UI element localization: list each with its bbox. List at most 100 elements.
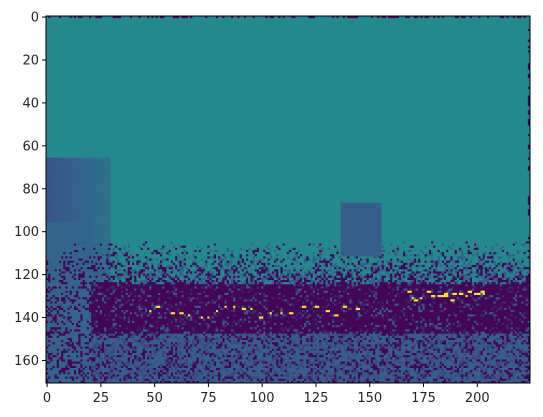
- heatmap-cell-run: [411, 269, 417, 272]
- heatmap-cell-run: [463, 305, 466, 309]
- heatmap-cell-run: [46, 123, 529, 126]
- heatmap-cell-run: [482, 271, 486, 274]
- heatmap-cell-run: [48, 174, 51, 178]
- heatmap-cell-run: [349, 258, 352, 262]
- heatmap-cell-run: [132, 312, 135, 315]
- heatmap-cell-run: [63, 215, 66, 219]
- heatmap-cell-run: [396, 271, 400, 274]
- heatmap-cell-run: [448, 288, 453, 292]
- heatmap-cell-run: [495, 262, 499, 266]
- heatmap-cell-run: [153, 307, 157, 311]
- heatmap-cell-run: [258, 273, 262, 277]
- heatmap-cell-run: [439, 279, 443, 283]
- heatmap-cell-run: [46, 48, 531, 51]
- heatmap-cell-run: [258, 269, 262, 272]
- heatmap-cell-run: [222, 262, 225, 266]
- heatmap-cell-run: [467, 269, 471, 272]
- heatmap-cell-run: [76, 267, 79, 270]
- heatmap-cell-run: [69, 202, 73, 206]
- heatmap-cell-run: [349, 307, 352, 311]
- heatmap-cell-run: [493, 267, 496, 270]
- heatmap-cell-run: [355, 279, 361, 283]
- heatmap-cell-run: [274, 277, 277, 281]
- heatmap-cell-run: [314, 282, 318, 285]
- heatmap-cell-run: [46, 314, 53, 317]
- heatmap-cell-run: [390, 273, 393, 277]
- heatmap-cell-run: [338, 267, 342, 270]
- heatmap-cell-run: [420, 254, 425, 257]
- heatmap-cell-run: [334, 279, 337, 283]
- heatmap-cell-run: [233, 249, 247, 253]
- heatmap-cell-run: [127, 267, 133, 270]
- heatmap-cell-run: [375, 316, 382, 320]
- heatmap-cell-run: [73, 215, 77, 219]
- heatmap-cell-run: [317, 264, 320, 268]
- heatmap-cell-run: [276, 249, 290, 253]
- heatmap-cell-run: [86, 211, 90, 214]
- heatmap-cell-run: [56, 176, 60, 180]
- heatmap-cell-run: [446, 290, 451, 294]
- heatmap-cell-run: [89, 161, 92, 165]
- heatmap-cell-run: [91, 213, 94, 216]
- heatmap-cell-run: [108, 247, 111, 251]
- heatmap-cell-run: [63, 209, 66, 212]
- heatmap-cell-run: [329, 322, 342, 326]
- heatmap-cell-run: [80, 172, 83, 176]
- heatmap-cell-run: [97, 198, 101, 201]
- heatmap-cell-run: [138, 305, 142, 309]
- heatmap-cell-run: [491, 247, 494, 251]
- heatmap-cell-run: [106, 170, 109, 174]
- heatmap-cell-run: [116, 307, 139, 311]
- heatmap-cell-run: [452, 273, 458, 277]
- heatmap-cell-run: [323, 297, 331, 300]
- heatmap-cell-run: [52, 314, 55, 317]
- heatmap-cell-run: [368, 258, 391, 262]
- heatmap-cell-run: [106, 295, 122, 298]
- heatmap-cell-run: [125, 310, 129, 313]
- heatmap-cell-run: [99, 245, 103, 249]
- heatmap-cell-run: [478, 292, 484, 296]
- heatmap-cell-run: [203, 301, 208, 304]
- heatmap-cell-run: [467, 318, 471, 322]
- heatmap-cell-run: [95, 243, 99, 247]
- heatmap-cell-run: [101, 254, 107, 257]
- heatmap-cell-run: [71, 275, 75, 279]
- heatmap-cell-run: [424, 254, 428, 257]
- heatmap-cell-run: [63, 179, 66, 182]
- heatmap-cell-run: [226, 249, 230, 253]
- heatmap-cell-run: [160, 254, 163, 257]
- heatmap-cell-run: [280, 292, 296, 296]
- heatmap-cell-run: [461, 322, 477, 326]
- heatmap-cell-run: [46, 108, 531, 111]
- heatmap-cell-run: [50, 187, 53, 191]
- heatmap-cell-run: [497, 307, 503, 311]
- heatmap-cell-run: [478, 254, 484, 257]
- heatmap-cell-run: [409, 245, 415, 249]
- heatmap-cell-run: [110, 256, 116, 259]
- heatmap-cell-run: [190, 318, 193, 322]
- heatmap-cell-run: [106, 264, 109, 268]
- heatmap-cell-run: [52, 207, 55, 210]
- heatmap-cell-run: [248, 316, 251, 320]
- heatmap-cell-run: [91, 209, 94, 212]
- heatmap-cell-run: [450, 290, 460, 294]
- heatmap-cell-run: [278, 312, 288, 315]
- heatmap-cell-run: [248, 290, 251, 294]
- heatmap-cell-run: [220, 312, 245, 315]
- heatmap-cell-run: [71, 204, 75, 208]
- heatmap-cell-run: [486, 312, 490, 315]
- heatmap-cell-run: [465, 284, 469, 287]
- heatmap-cell-run: [151, 16, 154, 19]
- heatmap-cell-run: [282, 277, 286, 281]
- heatmap-cell-run: [443, 271, 447, 274]
- heatmap-cell-run: [317, 320, 320, 324]
- heatmap-cell-run: [385, 307, 389, 311]
- heatmap-cell-run: [46, 95, 529, 98]
- heatmap-cell-run: [58, 279, 64, 283]
- heatmap-cell-run: [194, 249, 197, 253]
- heatmap-cell-run: [112, 247, 116, 251]
- heatmap-cell-run: [465, 279, 469, 283]
- heatmap-cell-run: [527, 249, 531, 253]
- heatmap-cell-run: [377, 292, 389, 296]
- heatmap-cell-run: [46, 93, 531, 96]
